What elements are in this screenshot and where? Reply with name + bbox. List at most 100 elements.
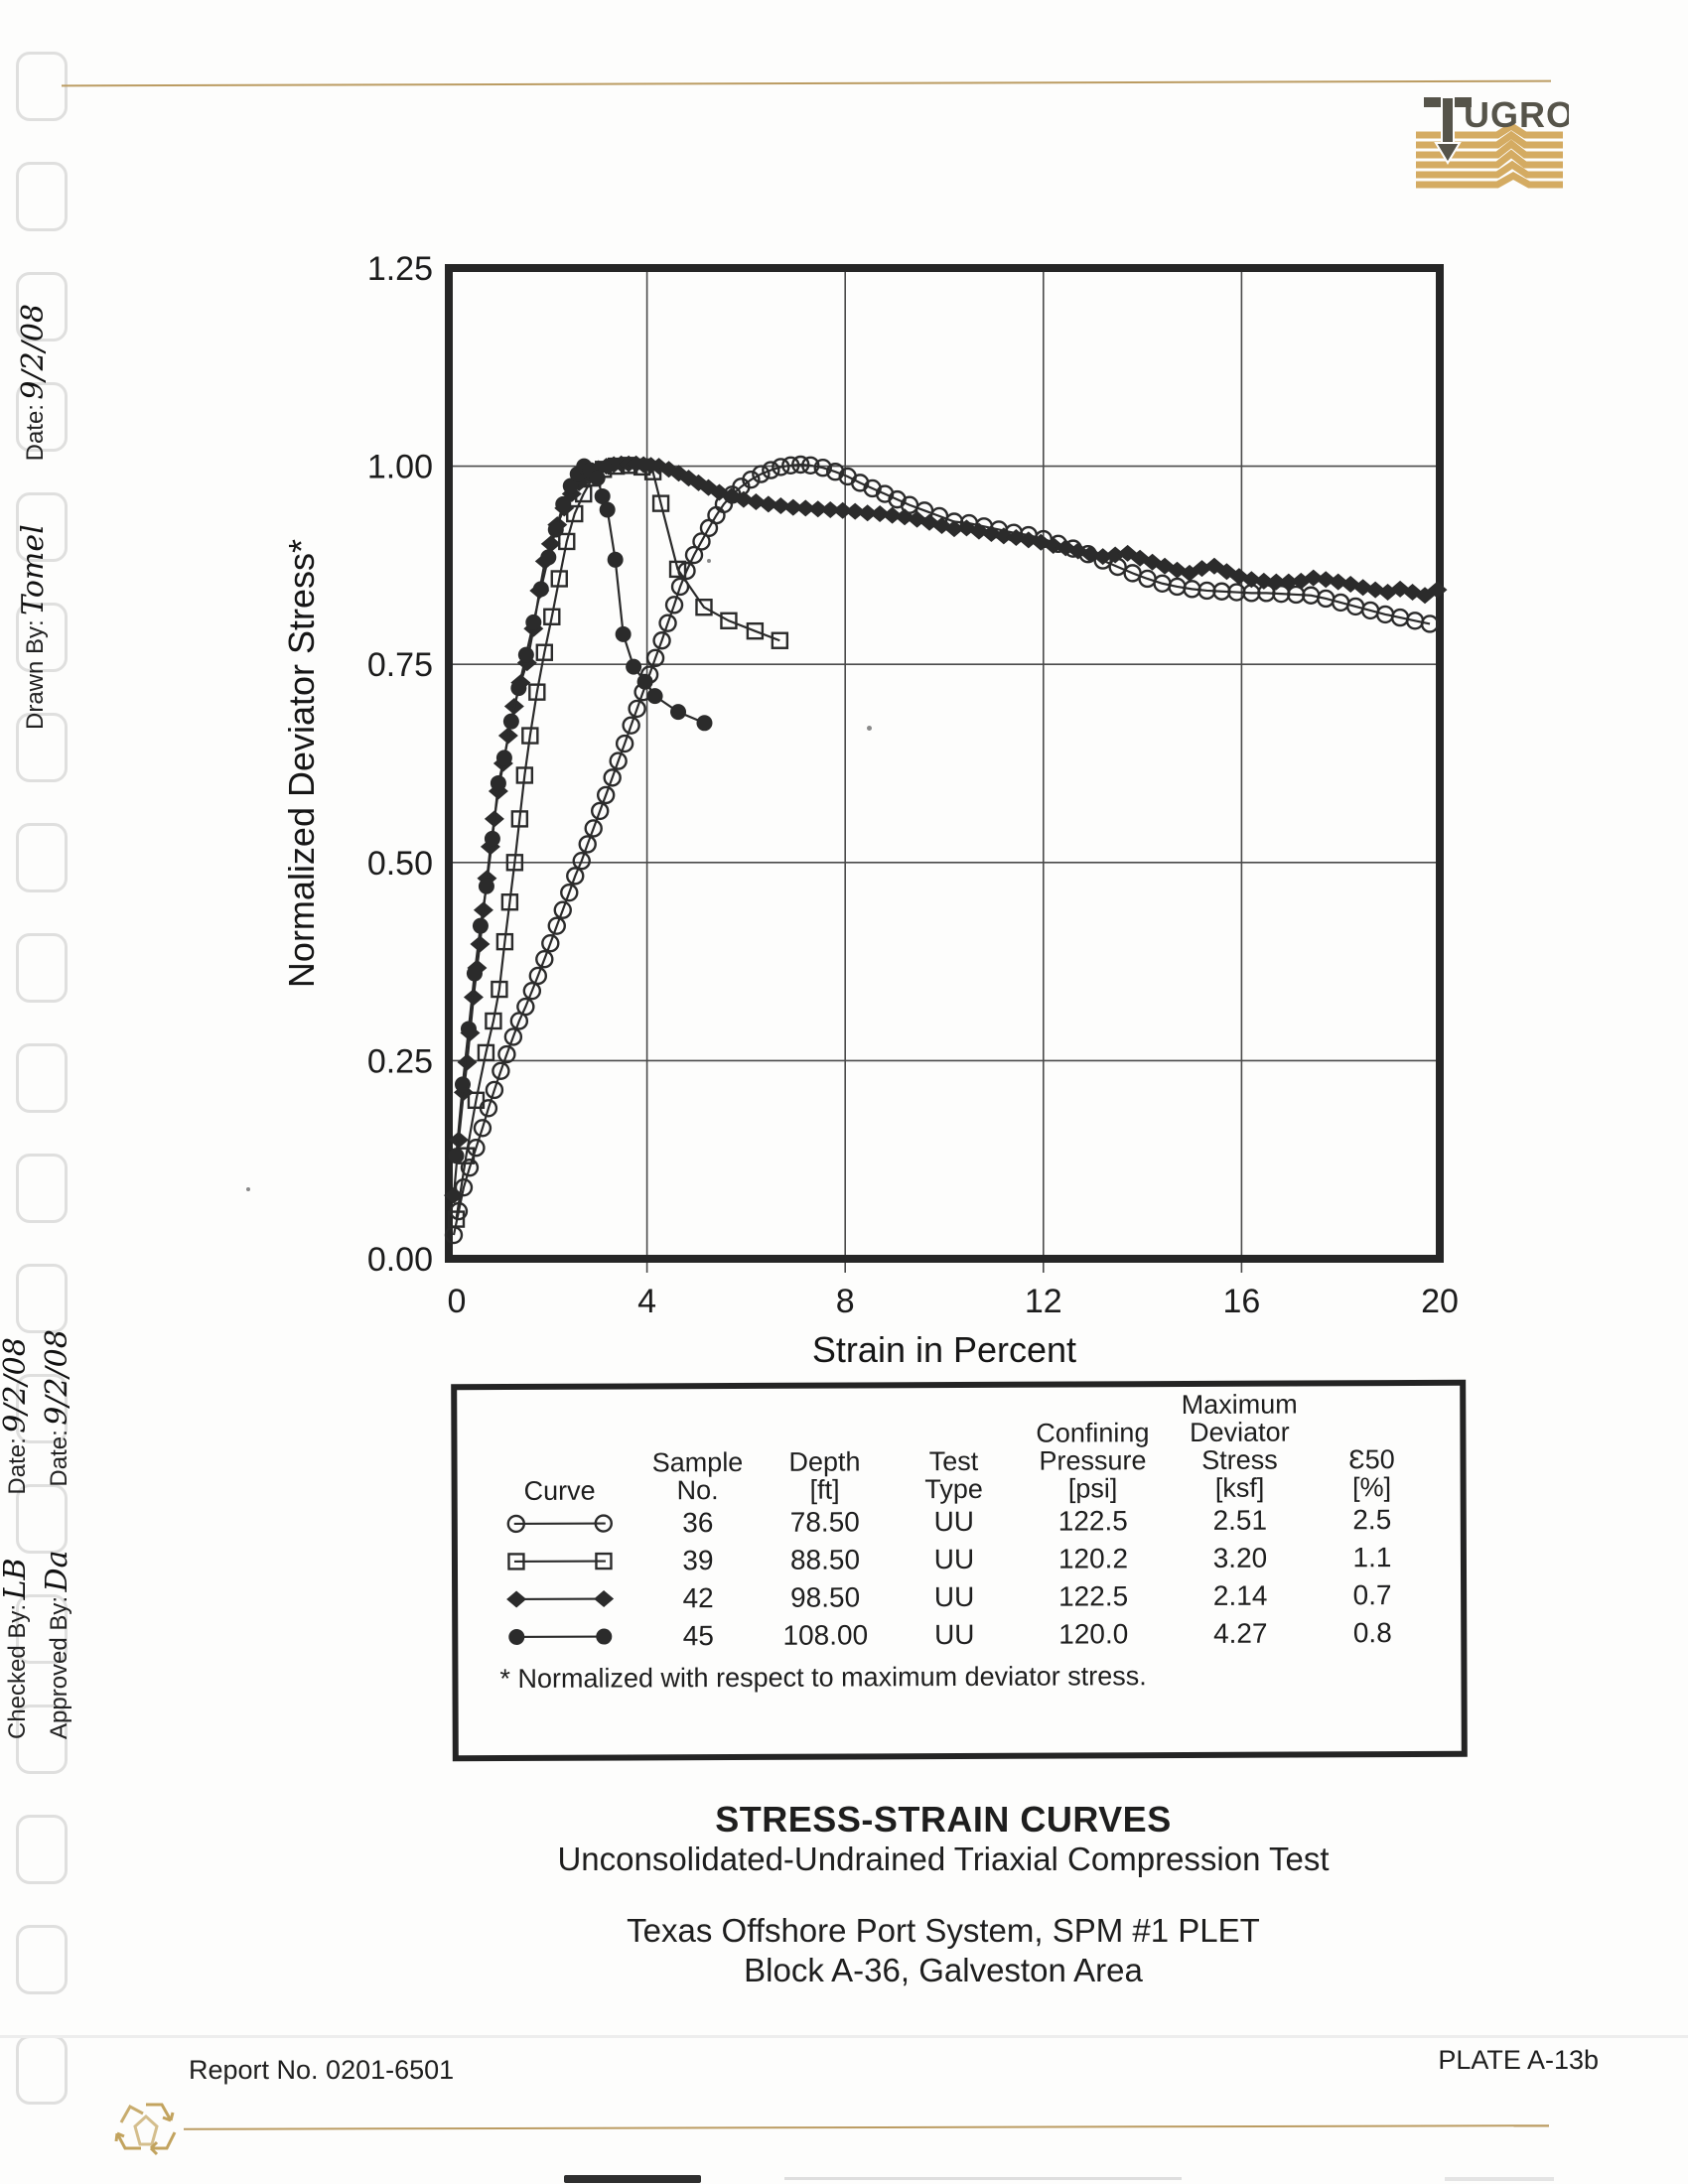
plate-number: PLATE A-13b xyxy=(1438,2045,1599,2075)
checked-by-initials: LB xyxy=(0,1558,33,1600)
svg-text:Normalized Deviator Stress*: Normalized Deviator Stress* xyxy=(281,539,322,988)
legend-cell: 2.14 xyxy=(1212,1579,1268,1611)
svg-text:0: 0 xyxy=(448,1283,467,1320)
scan-speck xyxy=(246,1187,250,1191)
binder-hole-mark xyxy=(16,52,68,121)
drawn-by-signature: Tomel xyxy=(16,524,51,615)
legend-cell: 1.1 xyxy=(1352,1542,1392,1573)
binder-hole-mark xyxy=(16,1594,68,1664)
checked-date-value: 9/2/08 xyxy=(0,1337,33,1433)
legend-cell: 3.20 xyxy=(1212,1542,1268,1573)
legend-cell: 120.2 xyxy=(1057,1543,1129,1574)
drawn-date-label: Date: xyxy=(22,404,49,462)
scan-smudge xyxy=(784,2177,1182,2180)
binder-hole-mark xyxy=(16,713,68,782)
plot-subtitle: Unconsolidated-Undrained Triaxial Compre… xyxy=(557,1841,1330,1877)
legend-table: Curve Sample No. Depth [ft] Test Type Co… xyxy=(485,1390,1431,1656)
project-title: Texas Offshore Port System, SPM #1 PLET xyxy=(627,1912,1260,1949)
legend-cell: 4.27 xyxy=(1212,1617,1268,1649)
legend-header-e50: Ɛ50 [%] xyxy=(1348,1444,1395,1503)
binder-hole-mark xyxy=(16,1154,68,1223)
svg-text:0.75: 0.75 xyxy=(367,646,433,684)
approved-by-initials: Da xyxy=(40,1550,74,1592)
binder-hole-mark xyxy=(16,162,68,231)
legend-header-sample: Sample No. xyxy=(651,1446,744,1506)
legend-cell: 0.7 xyxy=(1352,1579,1392,1611)
binder-hole-mark xyxy=(16,1264,68,1333)
margin-note-checked: Checked By: LB Date: 9/2/08 xyxy=(0,1273,38,1739)
svg-text:1.00: 1.00 xyxy=(367,449,433,486)
binder-hole-mark xyxy=(16,382,68,452)
footer-divider xyxy=(0,2035,1688,2038)
legend-table-box: Curve Sample No. Depth [ft] Test Type Co… xyxy=(451,1379,1468,1762)
legend-cell: 122.5 xyxy=(1058,1580,1129,1612)
binder-hole-mark xyxy=(16,272,68,341)
svg-text:0.00: 0.00 xyxy=(367,1241,433,1279)
svg-text:0.50: 0.50 xyxy=(367,845,433,883)
svg-text:4: 4 xyxy=(637,1283,656,1320)
legend-cell: 120.0 xyxy=(1058,1618,1129,1650)
binder-hole-mark xyxy=(16,1043,68,1113)
recycle-icon xyxy=(102,2093,190,2184)
binder-hole-mark xyxy=(16,603,68,672)
legend-cell: UU xyxy=(933,1580,975,1613)
legend-cell: UU xyxy=(933,1505,975,1538)
legend-cell: 78.50 xyxy=(789,1506,860,1538)
legend-cell: 42 xyxy=(682,1582,714,1614)
legend-cell: 98.50 xyxy=(790,1581,861,1613)
checked-date-label: Date: xyxy=(4,1437,31,1495)
margin-note-approved: Approved By: Da Date: 9/2/08 xyxy=(40,1273,79,1739)
logo-probe-icon xyxy=(1424,96,1472,165)
logo-letters: UGRO xyxy=(1464,94,1569,135)
legend-header-stress: Maximum Deviator Stress [ksf] xyxy=(1181,1389,1298,1503)
fugro-logo: UGRO xyxy=(1410,85,1574,189)
binder-hole-mark xyxy=(16,1925,68,1994)
scan-smudge xyxy=(1445,2177,1554,2181)
svg-text:20: 20 xyxy=(1421,1283,1459,1320)
binder-hole-mark xyxy=(16,1484,68,1554)
project-location: Block A-36, Galveston Area xyxy=(744,1952,1143,1988)
svg-text:1.25: 1.25 xyxy=(367,250,433,288)
scan-smudge xyxy=(564,2175,701,2183)
svg-text:8: 8 xyxy=(836,1283,855,1320)
drawn-date-value: 9/2/08 xyxy=(16,304,51,400)
legend-symbol-row1 xyxy=(486,1504,634,1543)
binder-hole-mark xyxy=(16,2035,68,2105)
normalization-footnote: * Normalized with respect to maximum dev… xyxy=(499,1661,1147,1695)
binder-hole-mark xyxy=(16,1815,68,1884)
legend-cell: 36 xyxy=(682,1507,714,1539)
scan-speck xyxy=(707,559,711,563)
drawn-by-label: Drawn By: xyxy=(22,619,49,730)
legend-symbol-row3 xyxy=(486,1579,634,1618)
binder-hole-mark xyxy=(16,1705,68,1774)
binder-hole-mark xyxy=(16,933,68,1003)
svg-text:Strain in Percent: Strain in Percent xyxy=(812,1329,1076,1370)
legend-cell: UU xyxy=(933,1618,975,1651)
legend-cell: 122.5 xyxy=(1057,1505,1128,1537)
checked-by-label: Checked By: xyxy=(4,1603,31,1739)
approved-date-label: Date: xyxy=(46,1430,72,1487)
svg-text:16: 16 xyxy=(1222,1283,1260,1320)
scan-speck xyxy=(867,726,872,731)
margin-note-drawn: Drawn By: Tomel Date: 9/2/08 xyxy=(16,233,56,730)
legend-symbol-row2 xyxy=(486,1542,634,1580)
legend-cell: 2.51 xyxy=(1212,1504,1268,1536)
plot-title: STRESS-STRAIN CURVES xyxy=(715,1799,1172,1840)
legend-header-depth: Depth [ft] xyxy=(788,1446,861,1505)
legend-header-curve: Curve xyxy=(523,1475,596,1506)
legend-cell: 108.00 xyxy=(782,1619,869,1651)
svg-text:12: 12 xyxy=(1025,1283,1062,1320)
binder-hole-mark xyxy=(16,1374,68,1443)
legend-cell: 45 xyxy=(682,1620,714,1652)
legend-cell: 2.5 xyxy=(1352,1504,1392,1536)
bottom-rule xyxy=(183,2124,1550,2130)
legend-cell: UU xyxy=(933,1543,975,1575)
svg-text:0.25: 0.25 xyxy=(367,1042,433,1080)
filled-circle-series-icon xyxy=(508,1628,613,1645)
open-square-series-icon xyxy=(507,1552,613,1570)
approved-date-value: 9/2/08 xyxy=(40,1329,74,1426)
legend-header-testtype: Test Type xyxy=(924,1445,983,1505)
legend-cell: 39 xyxy=(682,1545,714,1576)
binder-hole-mark xyxy=(16,492,68,562)
